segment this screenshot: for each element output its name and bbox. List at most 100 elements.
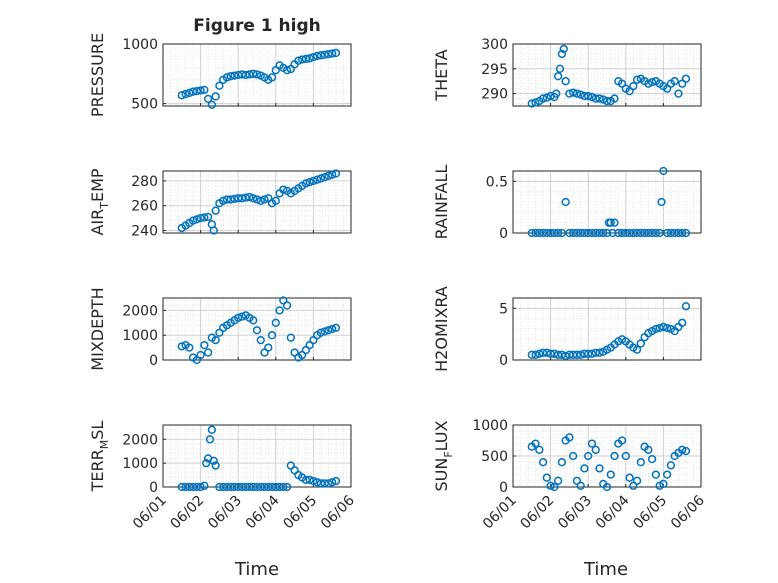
data-point [275, 306, 284, 315]
data-point [591, 445, 600, 454]
data-point [552, 89, 561, 98]
data-point [659, 322, 668, 332]
data-point [260, 195, 269, 204]
data-point [584, 349, 593, 358]
data-point [608, 228, 617, 238]
data-point [644, 79, 653, 88]
data-point [587, 439, 597, 448]
data-point [587, 92, 597, 102]
data-point [542, 348, 551, 357]
data-point [320, 479, 329, 488]
data-point [542, 473, 551, 482]
data-point [203, 94, 213, 103]
data-point [249, 194, 258, 203]
data-point [617, 436, 627, 445]
subplot-h2omixra: 0 5 H2OMIXRA [432, 286, 702, 372]
x-axis-label-left: Time [234, 559, 279, 580]
y-tick-label: 0 [499, 226, 508, 242]
data-point [301, 54, 311, 64]
data-point [241, 193, 250, 202]
data-point [328, 478, 337, 487]
data-point [681, 74, 691, 83]
data-point [561, 197, 570, 207]
data-point [234, 313, 243, 322]
data-point [561, 351, 570, 361]
data-point [561, 77, 570, 86]
data-point [331, 476, 341, 486]
data-point [226, 195, 235, 204]
data-point [222, 73, 232, 82]
y-tick-label: 0.5 [486, 174, 508, 190]
data-point [209, 456, 218, 465]
data-point [185, 343, 194, 352]
data-point [651, 228, 661, 238]
data-point [557, 49, 567, 59]
data-point [252, 70, 262, 79]
data-point [301, 475, 311, 484]
data-point [219, 196, 228, 205]
subplot-pressure: 500 1000 PRESSURE [88, 33, 352, 117]
data-point [657, 197, 666, 207]
data-point [211, 461, 220, 470]
data-point [234, 194, 243, 203]
data-point [610, 451, 619, 461]
data-point [313, 478, 322, 487]
data-point [538, 458, 548, 467]
data-point [531, 439, 540, 448]
data-point [576, 481, 585, 490]
data-point [313, 175, 322, 184]
data-point [316, 51, 326, 60]
data-point [651, 324, 661, 334]
data-point [331, 48, 341, 58]
data-point [237, 194, 247, 203]
data-point [674, 89, 683, 98]
data-point [572, 350, 582, 359]
data-point [591, 348, 600, 357]
data-point [200, 340, 209, 350]
data-point [305, 475, 314, 484]
data-point [309, 476, 318, 486]
data-point [177, 91, 186, 100]
data-point [200, 213, 209, 222]
data-point [271, 196, 280, 205]
data-point [610, 218, 619, 227]
data-point [209, 226, 218, 235]
data-point [576, 90, 585, 99]
data-point [241, 70, 250, 80]
data-point [678, 228, 687, 238]
plot-area [163, 425, 351, 487]
data-point [659, 479, 668, 489]
data-point [636, 458, 645, 467]
y-tick-label: 300 [481, 37, 508, 53]
data-point [553, 350, 563, 359]
data-point [569, 88, 578, 97]
data-point [580, 91, 589, 101]
data-point [324, 326, 333, 335]
data-point [297, 55, 307, 64]
data-point [331, 169, 341, 178]
y-axis-label: THETA [432, 49, 451, 101]
y-tick-label: 1000 [122, 37, 158, 53]
subplot-theta: 290 295 300 THETA [432, 37, 702, 108]
y-axis-label: AIRTEMP [88, 168, 111, 235]
data-point [538, 94, 548, 103]
data-point [584, 91, 593, 101]
subplot-rainfall: 0 0.5 RAINFALL [432, 165, 702, 242]
data-point [565, 433, 574, 442]
data-point [531, 98, 540, 107]
data-point [279, 185, 288, 194]
data-point [230, 71, 239, 80]
data-point [320, 50, 329, 59]
data-point [188, 216, 198, 225]
y-tick-label: 280 [131, 174, 158, 190]
data-point [215, 81, 224, 90]
data-point [527, 99, 536, 108]
data-point [591, 94, 600, 103]
data-point [651, 470, 661, 479]
y-tick-label: 1000 [472, 418, 508, 434]
data-point [606, 218, 615, 227]
data-point [632, 75, 642, 84]
data-point [647, 454, 657, 464]
data-point [681, 446, 691, 456]
